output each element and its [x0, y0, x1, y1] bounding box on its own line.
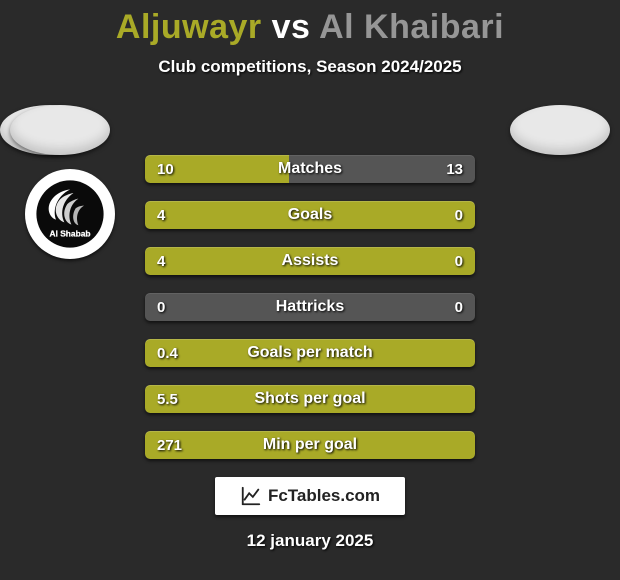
date-text: 12 january 2025 — [0, 531, 620, 551]
svg-text:Al Shabab: Al Shabab — [50, 228, 91, 238]
stat-bar-row: 0.4Goals per match — [145, 339, 475, 367]
stat-label: Shots per goal — [145, 385, 475, 413]
stat-bar-row: 10Matches13 — [145, 155, 475, 183]
player1-club-logo: Al Shabab Al Shabab — [25, 169, 115, 259]
stat-label: Assists — [145, 247, 475, 275]
stat-bar-row: 4Goals0 — [145, 201, 475, 229]
stat-label: Goals — [145, 201, 475, 229]
content-area: Al Shabab Al Shabab 10Matches13 4Goals0 4A… — [0, 105, 620, 459]
player2-name: Al Khaibari — [319, 8, 504, 46]
stat-label: Hattricks — [145, 293, 475, 321]
branding-text: FcTables.com — [268, 486, 380, 506]
comparison-title: Aljuwayr vs Al Khaibari — [0, 0, 620, 47]
stat-value-right: 13 — [446, 155, 463, 183]
player1-name: Aljuwayr — [116, 8, 262, 46]
alshabab-logo-icon: Al Shabab Al Shabab — [35, 179, 105, 249]
player1-avatar-placeholder — [10, 105, 110, 155]
stat-value-right: 0 — [455, 247, 463, 275]
branding-badge: FcTables.com — [215, 477, 405, 515]
stat-value-right: 0 — [455, 293, 463, 321]
stat-bar-row: 4Assists0 — [145, 247, 475, 275]
stat-label: Goals per match — [145, 339, 475, 367]
fctables-logo-icon — [240, 485, 262, 507]
stat-bar-row: 271Min per goal — [145, 431, 475, 459]
stat-value-right: 0 — [455, 201, 463, 229]
stat-label: Min per goal — [145, 431, 475, 459]
stat-label: Matches — [145, 155, 475, 183]
subtitle: Club competitions, Season 2024/2025 — [0, 57, 620, 77]
stat-bar-row: 5.5Shots per goal — [145, 385, 475, 413]
stat-bar-row: 0Hattricks0 — [145, 293, 475, 321]
stats-bars: 10Matches134Goals04Assists00Hattricks00.… — [145, 155, 475, 459]
player2-avatar-placeholder — [510, 105, 610, 155]
vs-text: vs — [272, 8, 311, 46]
